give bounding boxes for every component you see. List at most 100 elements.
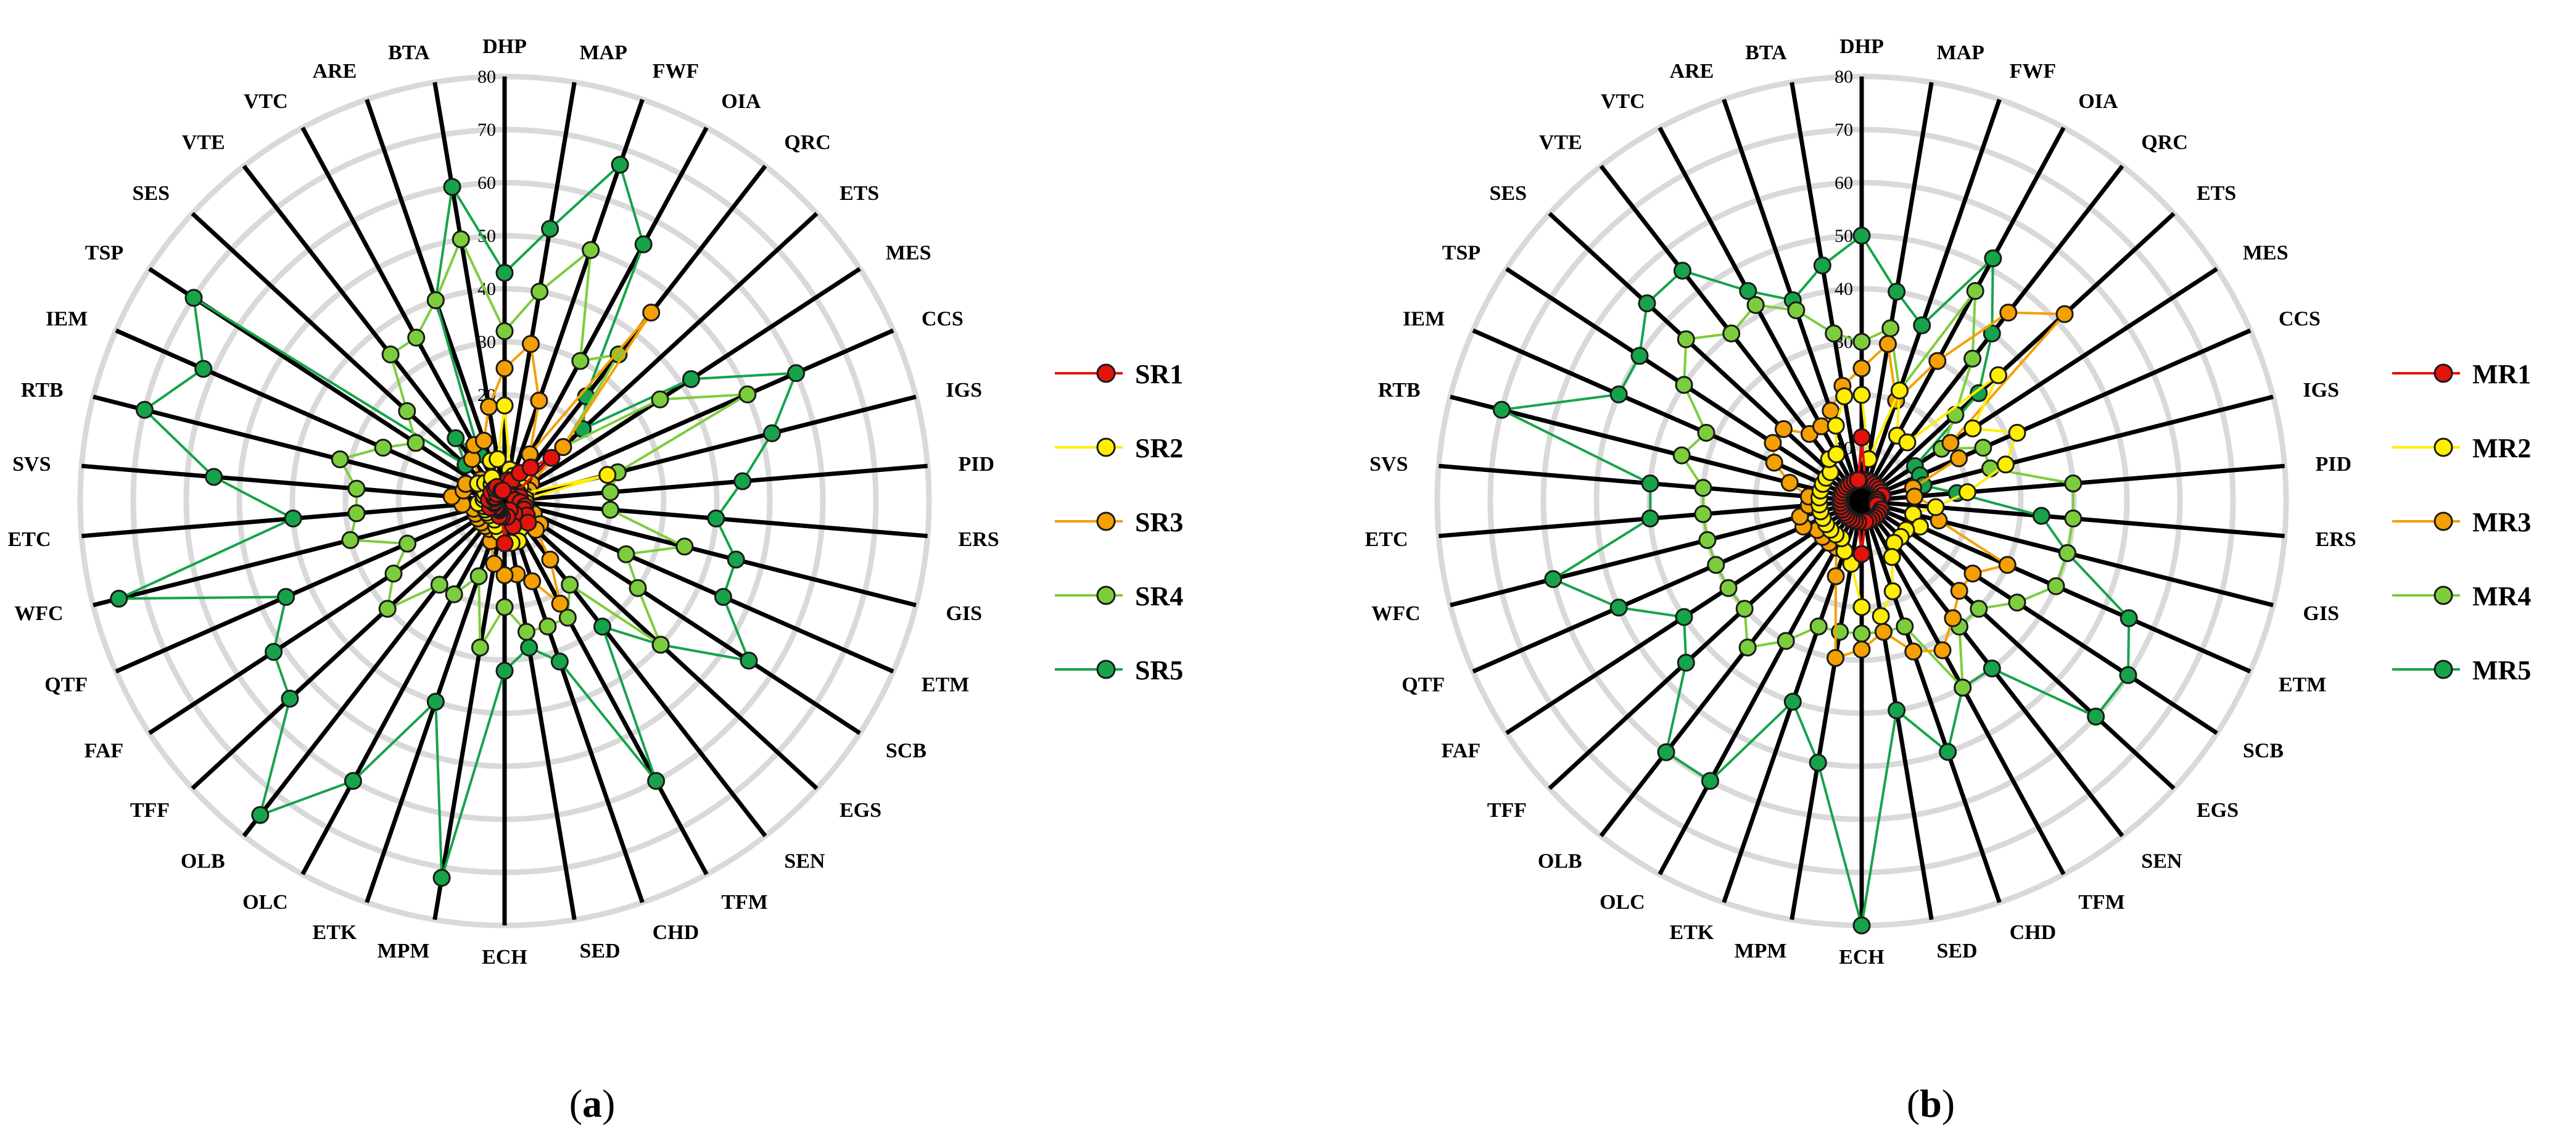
data-point-mr3-map xyxy=(1878,335,1897,354)
category-label-egs: EGS xyxy=(840,799,881,822)
data-point-mr4-etk xyxy=(1809,617,1828,635)
data-point-mr4-etc xyxy=(1694,505,1712,523)
data-point-mr4-mpm xyxy=(1831,623,1849,641)
data-point-sr4-sed xyxy=(517,623,535,641)
category-label-ccs: CCS xyxy=(2279,308,2321,331)
data-point-sr5-etm xyxy=(714,587,732,606)
legend-marker-mr2 xyxy=(2434,437,2453,457)
data-point-sr3-map xyxy=(521,335,540,354)
data-point-mr4-igs xyxy=(1981,459,1999,478)
spoke-vtc xyxy=(1657,126,1864,502)
data-point-sr1-ets xyxy=(542,449,561,467)
data-point-mr5-sed xyxy=(1888,701,1906,719)
series-mr3 xyxy=(1764,304,2074,667)
data-point-sr5-olc xyxy=(344,772,362,790)
legend-label-sr4: SR4 xyxy=(1135,581,1183,611)
legend-label-sr2: SR2 xyxy=(1135,433,1183,463)
data-point-sr5-qtf xyxy=(277,587,295,606)
category-label-qtf: QTF xyxy=(44,673,88,696)
data-point-sr1-ech xyxy=(495,534,514,553)
spoke-oia xyxy=(502,126,709,502)
data-point-sr5-ech xyxy=(495,661,514,680)
category-label-fwf: FWF xyxy=(2010,60,2057,83)
data-point-mr4-etm xyxy=(2047,577,2065,595)
legend-marker-sr5 xyxy=(1096,660,1116,679)
category-label-olc: OLC xyxy=(1600,891,1645,914)
category-label-iem: IEM xyxy=(1403,308,1445,331)
category-label-ses: SES xyxy=(1490,182,1527,205)
category-label-vtc: VTC xyxy=(244,90,288,113)
category-label-mes: MES xyxy=(886,241,931,264)
category-label-wfc: WFC xyxy=(1371,602,1420,625)
spoke-gis xyxy=(504,499,917,608)
data-point-mr3-oia xyxy=(1928,352,1947,370)
data-point-mr3-mes xyxy=(1941,434,1960,452)
data-point-sr5-faf xyxy=(265,643,283,661)
data-point-mr5-qrc xyxy=(1983,325,2001,343)
spoke-iem xyxy=(115,328,506,503)
data-point-sr3-fwf xyxy=(530,391,548,410)
data-point-sr4-etm xyxy=(617,545,635,563)
category-label-tsp: TSP xyxy=(85,241,123,264)
data-point-sr4-fwf xyxy=(582,241,600,259)
data-point-mr2-fwf xyxy=(1890,381,1909,400)
data-point-sr5-etc xyxy=(284,509,302,528)
series-line-sr4 xyxy=(339,238,749,649)
category-label-qrc: QRC xyxy=(784,131,831,154)
data-point-mr2-dhp xyxy=(1852,386,1871,404)
category-label-ets: ETS xyxy=(2197,182,2236,205)
legend-label-sr5: SR5 xyxy=(1135,655,1183,685)
spoke-qtf xyxy=(115,499,506,674)
spoke-qrc xyxy=(503,164,767,503)
data-point-mr2-bta xyxy=(1835,387,1854,405)
data-point-sr1-qrc xyxy=(521,458,540,477)
series-mr5 xyxy=(1492,226,2138,935)
data-point-mr2-ers xyxy=(1926,498,1945,516)
data-point-sr5-wfc xyxy=(110,589,128,608)
data-point-mr4-ccs xyxy=(1974,439,1992,457)
spoke-fwf xyxy=(1859,99,2002,502)
data-point-mr4-bta xyxy=(1825,325,1843,343)
data-point-sr5-tsp xyxy=(184,289,203,307)
data-point-mr3-chd xyxy=(1904,642,1923,661)
data-point-sr4-chd xyxy=(539,617,557,635)
data-point-mr5-mpm xyxy=(1809,753,1827,772)
category-label-pid: PID xyxy=(2315,453,2351,476)
data-point-sr5-tff xyxy=(281,689,299,708)
spoke-olb xyxy=(242,499,506,838)
data-point-sr3-are xyxy=(474,431,493,450)
category-label-sed: SED xyxy=(1936,940,1977,962)
spoke-sen xyxy=(503,499,767,838)
category-label-ses: SES xyxy=(133,182,170,205)
spoke-tff xyxy=(191,499,506,790)
data-point-mr3-etk xyxy=(1827,567,1845,585)
series-sr4 xyxy=(331,230,757,657)
category-label-etm: ETM xyxy=(922,673,969,696)
data-point-mr5-sen xyxy=(1983,659,2001,677)
spoke-rtb xyxy=(93,394,505,503)
radial-tick-label: 50 xyxy=(1835,226,1853,246)
data-point-sr4-svs xyxy=(347,479,366,498)
data-point-mr1-ech xyxy=(1852,545,1871,563)
data-point-sr5-oia xyxy=(634,235,653,254)
data-point-sr5-etk xyxy=(426,692,445,711)
data-point-mr5-bta xyxy=(1813,256,1831,275)
category-label-ech: ECH xyxy=(482,946,527,969)
category-label-rtb: RTB xyxy=(1378,379,1421,402)
data-point-mr3-vtc xyxy=(1812,417,1831,436)
data-point-mr2-vtc xyxy=(1827,445,1846,463)
data-point-mr4-rtb xyxy=(1672,446,1691,465)
data-point-mr5-egs xyxy=(2087,707,2105,726)
panel-label-a: (a) xyxy=(569,1082,616,1125)
category-label-qtf: QTF xyxy=(1402,673,1445,696)
data-point-sr3-chd xyxy=(523,572,542,590)
data-point-mr4-olc xyxy=(1777,632,1795,650)
category-label-tsp: TSP xyxy=(1442,241,1480,264)
data-point-mr5-iem xyxy=(1609,385,1628,403)
data-point-sr5-dhp xyxy=(495,263,514,282)
data-point-mr4-ech xyxy=(1852,624,1871,643)
legend-label-sr3: SR3 xyxy=(1135,507,1183,537)
category-label-olb: OLB xyxy=(181,850,225,872)
data-point-mr3-tsp xyxy=(1764,434,1782,452)
data-point-mr4-tff xyxy=(1735,600,1754,618)
